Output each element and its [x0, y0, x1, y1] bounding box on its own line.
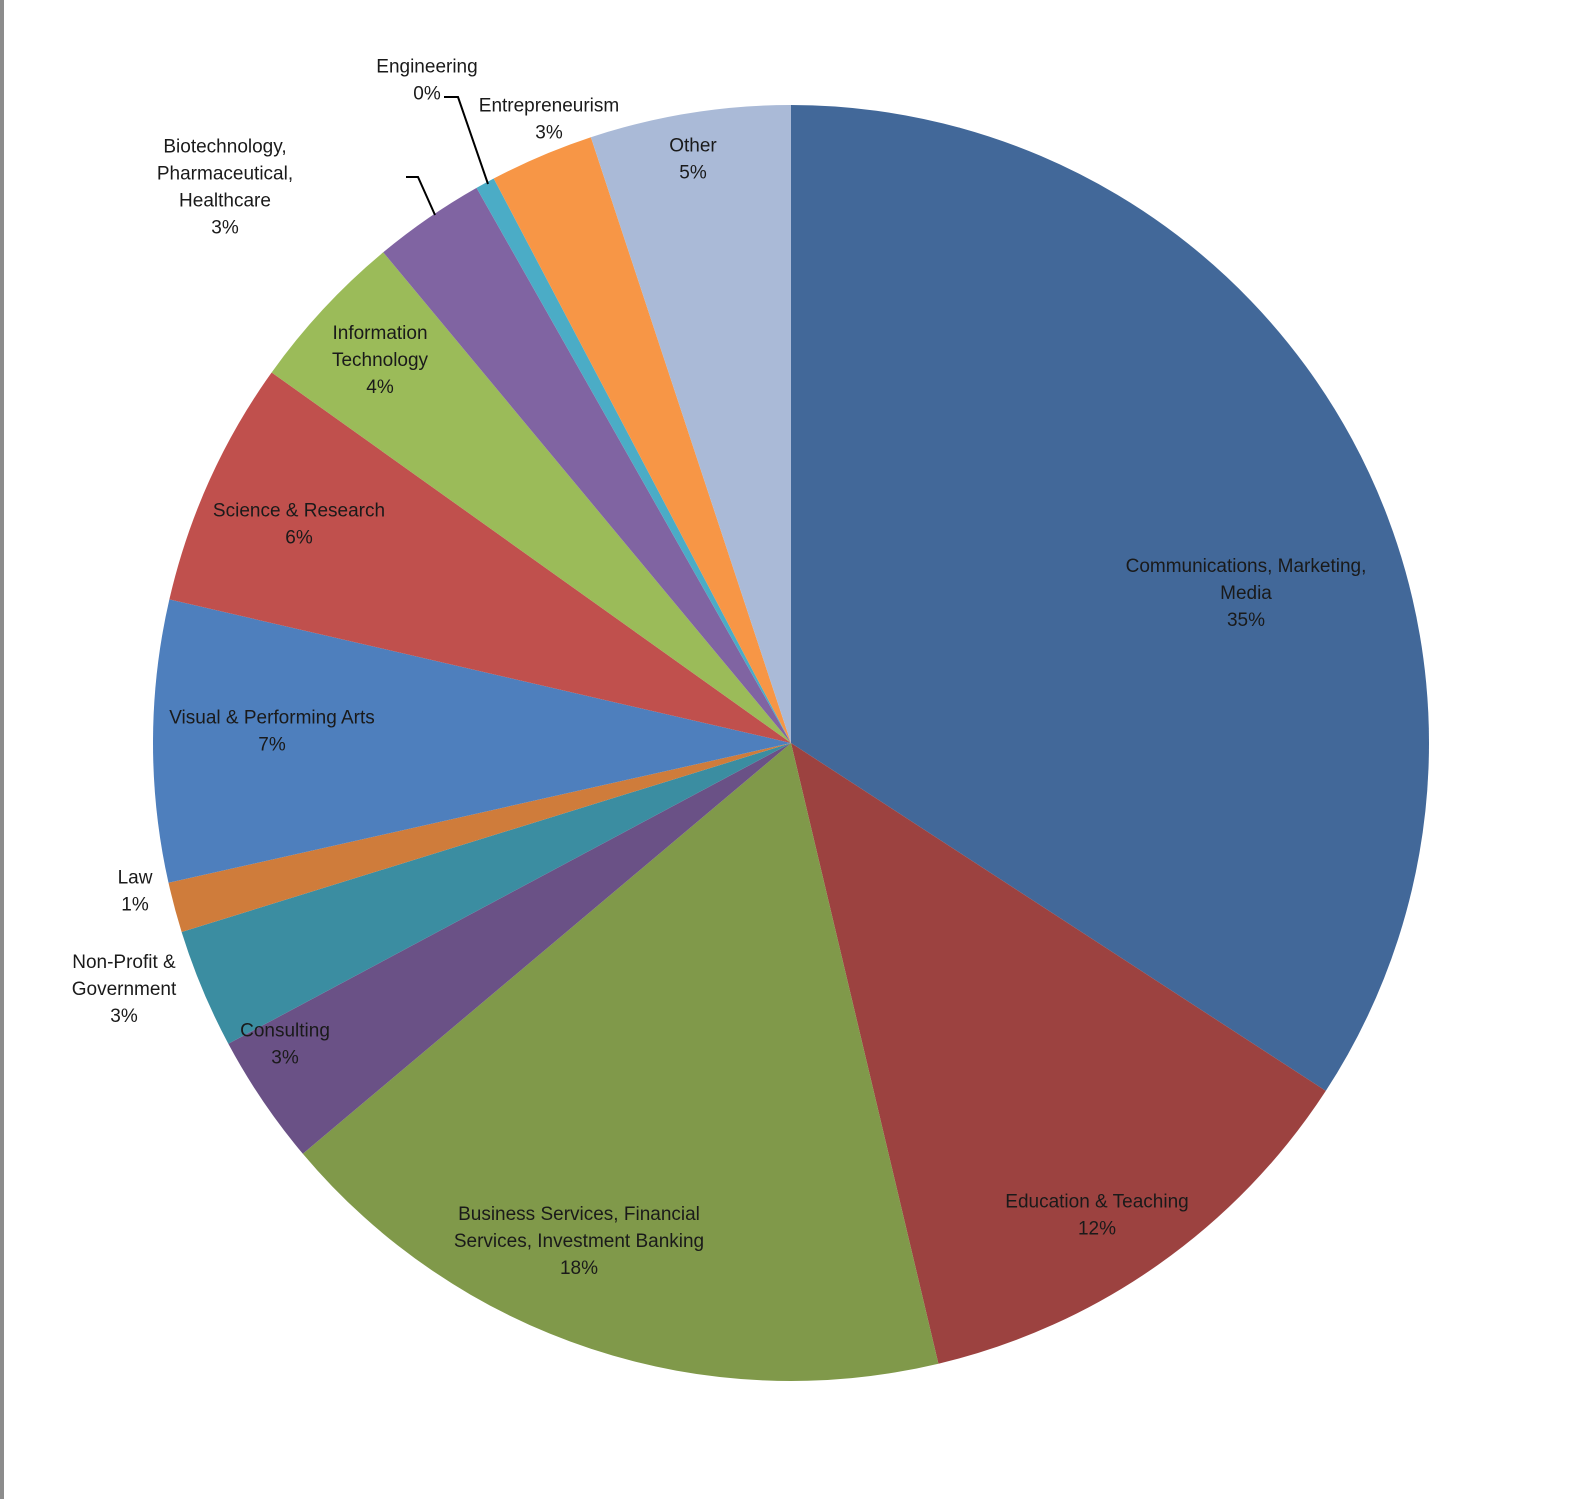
- slice-percent: 3%: [271, 1048, 299, 1069]
- slice-label-line: Visual & Performing Arts: [169, 708, 375, 729]
- slice-label-line: Other: [669, 136, 717, 157]
- pie-slice-education-and-teaching: [791, 743, 1326, 1364]
- slice-percent: 3%: [535, 123, 563, 144]
- slice-label-line: Technology: [332, 350, 429, 371]
- slice-label-line: Education & Teaching: [1005, 1192, 1188, 1213]
- pie-slice-biotechnology-pharmaceutical-healthcare: [383, 187, 791, 743]
- pie-slice-engineering: [476, 178, 791, 743]
- slice-label-information-technology: Information Technology 4%: [332, 323, 429, 398]
- pie-slice-information-technology: [271, 252, 791, 743]
- leader-line-biotechnology-pharmaceutical-healthcare: [406, 176, 436, 216]
- slice-label-line: Consulting: [240, 1021, 330, 1042]
- slice-label-line: Pharmaceutical,: [157, 164, 293, 185]
- slice-label-line: Services, Investment Banking: [454, 1231, 704, 1252]
- slice-label-line: Non-Profit &: [72, 952, 176, 973]
- slice-labels: Communications, Marketing, Media 35% Educat…: [72, 57, 1367, 1280]
- slice-percent: 12%: [1078, 1219, 1116, 1240]
- slice-label-visual-and-performing-arts: Visual & Performing Arts 7%: [169, 708, 375, 756]
- slice-label-line: Science & Research: [213, 501, 385, 522]
- pie-slice-entrepreneurism: [493, 137, 791, 743]
- slice-percent: 0%: [413, 84, 441, 105]
- slice-percent: 4%: [366, 377, 394, 398]
- slice-label-line: Biotechnology,: [163, 137, 286, 158]
- slice-label-line: Healthcare: [179, 191, 271, 212]
- slice-percent: 35%: [1227, 610, 1265, 631]
- slice-label-line: Communications, Marketing,: [1126, 556, 1367, 577]
- slice-label-communications-marketing-media: Communications, Marketing, Media 35%: [1126, 556, 1367, 631]
- slice-label-science-and-research: Science & Research 6%: [213, 501, 385, 549]
- leader-line-engineering: [444, 96, 489, 185]
- slice-percent: 5%: [679, 163, 707, 184]
- pie-slices: [152, 105, 1430, 1382]
- slice-label-business-services-financial-services-investment-banking: Business Services, Financial Services, In…: [454, 1204, 704, 1279]
- slice-label-consulting: Consulting 3%: [240, 1021, 330, 1069]
- pie-slice-science-and-research: [169, 372, 791, 743]
- slice-label-line: Media: [1220, 583, 1272, 604]
- slice-label-education-and-teaching: Education & Teaching 12%: [1005, 1192, 1188, 1240]
- pie-slice-communications-marketing-media: [791, 105, 1430, 1091]
- pie-slice-other: [590, 105, 791, 743]
- pie-slice-non-profit-and-government: [181, 743, 791, 1044]
- slice-label-non-profit-and-government: Non-Profit & Government 3%: [72, 952, 177, 1027]
- slice-percent: 18%: [560, 1258, 598, 1279]
- slice-label-other: Other 5%: [669, 136, 717, 184]
- slice-label-biotechnology-pharmaceutical-healthcare: Biotechnology, Pharmaceutical, Healthcare 3…: [157, 137, 293, 239]
- leader-lines: [406, 96, 489, 216]
- slice-label-line: Engineering: [376, 57, 477, 78]
- pie-slice-law: [168, 743, 791, 932]
- slice-label-line: Law: [118, 868, 153, 889]
- slice-label-engineering: Engineering 0%: [376, 57, 477, 105]
- slice-percent: 3%: [211, 218, 239, 239]
- slice-label-entrepreneurism: Entrepreneurism 3%: [479, 96, 619, 144]
- slice-label-law: Law 1%: [118, 868, 153, 916]
- slice-label-line: Information: [332, 323, 427, 344]
- pie-slice-consulting: [228, 743, 791, 1154]
- slice-percent: 7%: [258, 735, 286, 756]
- slice-percent: 3%: [110, 1006, 138, 1027]
- slice-percent: 6%: [285, 528, 313, 549]
- slice-label-line: Entrepreneurism: [479, 96, 619, 117]
- slice-label-line: Government: [72, 979, 177, 1000]
- left-border: [0, 0, 4, 1499]
- slice-percent: 1%: [121, 895, 149, 916]
- pie-slice-business-services-financial-services-investment-banking: [302, 743, 939, 1382]
- slice-label-line: Business Services, Financial: [458, 1204, 700, 1225]
- pie-slice-visual-and-performing-arts: [152, 599, 791, 883]
